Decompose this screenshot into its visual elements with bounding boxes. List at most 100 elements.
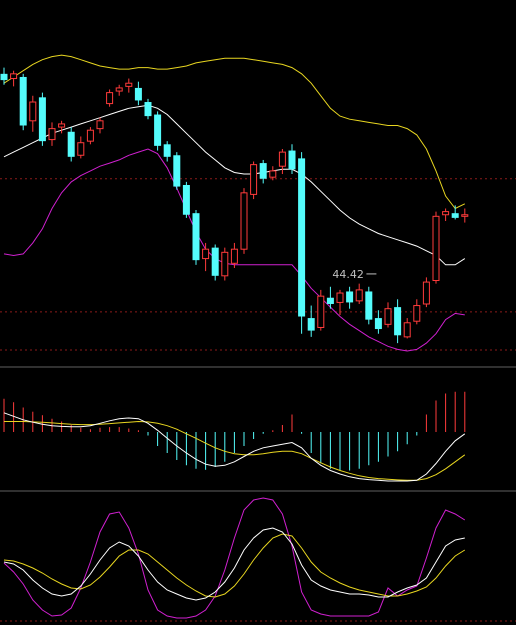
candle-body-30 (288, 150, 296, 170)
candle-4 (38, 92, 46, 146)
candle-46 (442, 208, 450, 222)
grid-lines (0, 178, 516, 622)
candle-7 (67, 127, 75, 162)
candle-body-17 (163, 144, 171, 157)
candle-36 (346, 286, 354, 309)
candle-body-6 (58, 123, 66, 128)
candle-body-11 (106, 92, 114, 105)
candle-body-28 (269, 170, 277, 178)
candle-31 (298, 152, 306, 334)
candle-12 (115, 84, 123, 96)
candle-0 (0, 67, 8, 85)
candle-body-7 (67, 131, 75, 157)
kdj-d-line (3, 533, 466, 598)
candle-11 (106, 89, 114, 107)
candle-45 (432, 211, 440, 284)
candle-5 (48, 122, 56, 146)
candle-body-35 (336, 292, 344, 303)
candle-body-5 (48, 128, 56, 141)
candle-26 (250, 161, 258, 200)
candle-10 (96, 117, 104, 134)
candle-body-33 (317, 295, 325, 328)
candle-body-15 (144, 102, 152, 117)
candle-47 (451, 205, 459, 220)
candle-30 (288, 144, 296, 175)
candle-41 (394, 299, 402, 344)
candle-body-45 (432, 215, 440, 282)
candle-body-32 (307, 318, 315, 331)
candle-body-47 (451, 213, 459, 218)
candle-35 (336, 289, 344, 315)
candle-body-19 (182, 185, 190, 215)
candle-body-4 (38, 97, 46, 142)
candle-40 (384, 302, 392, 328)
candle-9 (86, 127, 94, 145)
macd-panel (3, 391, 466, 482)
candle-3 (29, 95, 37, 132)
candle-38 (365, 286, 373, 325)
candle-14 (134, 81, 142, 106)
candle-body-2 (19, 76, 27, 126)
candle-8 (77, 136, 85, 159)
candle-29 (278, 148, 286, 175)
candle-19 (182, 181, 190, 218)
candle-body-42 (403, 322, 411, 338)
macd-dea-line (4, 420, 466, 481)
boll-mid-line (3, 104, 466, 266)
candle-32 (307, 305, 315, 337)
candle-body-36 (346, 291, 354, 303)
candle-6 (58, 120, 66, 134)
candle-body-38 (365, 291, 373, 320)
candle-body-14 (134, 87, 142, 101)
candle-body-26 (250, 164, 258, 195)
kdj-j-line (3, 497, 466, 619)
candle-body-16 (154, 114, 162, 146)
candle-44 (422, 277, 430, 308)
candle-18 (173, 152, 181, 190)
candle-42 (403, 318, 411, 339)
candle-body-39 (374, 318, 382, 330)
candle-body-37 (355, 289, 363, 302)
candle-13 (125, 78, 133, 93)
candle-body-34 (326, 297, 334, 304)
candle-23 (221, 247, 229, 281)
candle-27 (259, 159, 267, 184)
kdj-panel (3, 497, 466, 619)
candle-body-44 (422, 281, 430, 305)
candle-body-12 (115, 87, 123, 92)
price-panel (0, 54, 469, 352)
price-annotation: 44.42 (332, 268, 377, 281)
candle-28 (269, 166, 277, 181)
candle-21 (202, 242, 210, 272)
candle-33 (317, 289, 325, 331)
candle-20 (192, 210, 200, 265)
candle-body-18 (173, 155, 181, 187)
candle-body-48 (461, 214, 469, 217)
candle-43 (413, 299, 421, 325)
candle-body-29 (278, 151, 286, 167)
macd-dif-line (3, 412, 466, 482)
candle-16 (154, 111, 162, 151)
candle-body-8 (77, 142, 85, 156)
candle-body-0 (0, 73, 8, 81)
candle-25 (240, 188, 248, 254)
candle-body-41 (394, 307, 402, 336)
kdj-k-line (3, 527, 465, 601)
candle-body-23 (221, 251, 229, 277)
candle-34 (326, 286, 334, 309)
candle-37 (355, 283, 363, 304)
candle-body-3 (29, 101, 37, 122)
candle-body-10 (96, 120, 104, 130)
candle-17 (163, 141, 171, 162)
candle-body-1 (10, 73, 18, 80)
candle-body-24 (230, 248, 238, 264)
candle-24 (230, 242, 238, 268)
candle-body-21 (202, 248, 210, 260)
candle-body-22 (211, 247, 219, 276)
candle-body-43 (413, 305, 421, 322)
candle-body-31 (298, 158, 306, 317)
candle-body-40 (384, 308, 392, 325)
candle-body-9 (86, 129, 94, 142)
candle-body-27 (259, 163, 267, 179)
